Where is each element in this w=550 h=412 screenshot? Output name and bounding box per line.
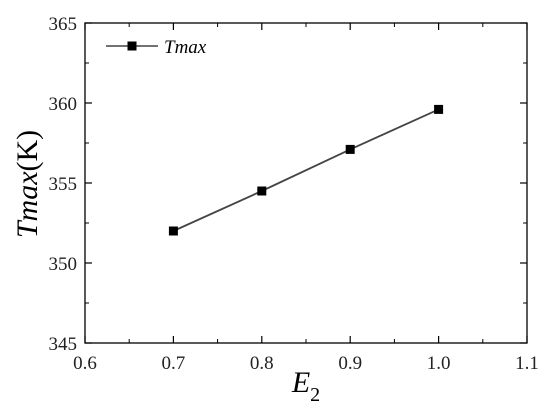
x-tick-labels: 0.6 0.7 0.8 0.9 1.0 1.1 — [73, 353, 539, 374]
y-axis-title-main: Tmax — [11, 171, 44, 238]
legend-marker — [127, 41, 137, 51]
x-axis-title: E2 — [291, 366, 320, 406]
y-tick-label: 355 — [49, 174, 78, 195]
x-axis-title-base: E — [291, 366, 310, 399]
x-tick-label: 1.0 — [427, 353, 451, 374]
legend-label-tmax: Tmax — [164, 37, 207, 58]
y-tick-label: 350 — [49, 254, 78, 275]
data-point — [257, 186, 267, 196]
y-axis-title: Tmax(K) — [11, 130, 44, 238]
y-axis-title-unit: (K) — [11, 130, 44, 172]
y-tick-label: 345 — [49, 334, 78, 355]
y-tick-labels: 345 350 355 360 365 — [49, 14, 78, 355]
x-tick-label: 0.9 — [338, 353, 362, 374]
plot-frame — [84, 22, 528, 344]
legend: Tmax — [106, 37, 207, 58]
x-tick-label: 0.6 — [73, 353, 97, 374]
data-point — [168, 226, 178, 236]
y-tick-label: 365 — [49, 14, 78, 35]
x-axis-title-sub: 2 — [310, 384, 320, 406]
data-point — [434, 104, 444, 114]
x-tick-label: 0.7 — [162, 353, 186, 374]
series-tmax — [168, 104, 444, 236]
x-tick-label: 0.8 — [250, 353, 274, 374]
data-point — [345, 144, 355, 154]
y-tick-label: 360 — [49, 94, 78, 115]
series-line — [173, 108, 439, 232]
x-tick-label: 1.1 — [515, 353, 539, 374]
axis-ticks — [84, 22, 528, 344]
